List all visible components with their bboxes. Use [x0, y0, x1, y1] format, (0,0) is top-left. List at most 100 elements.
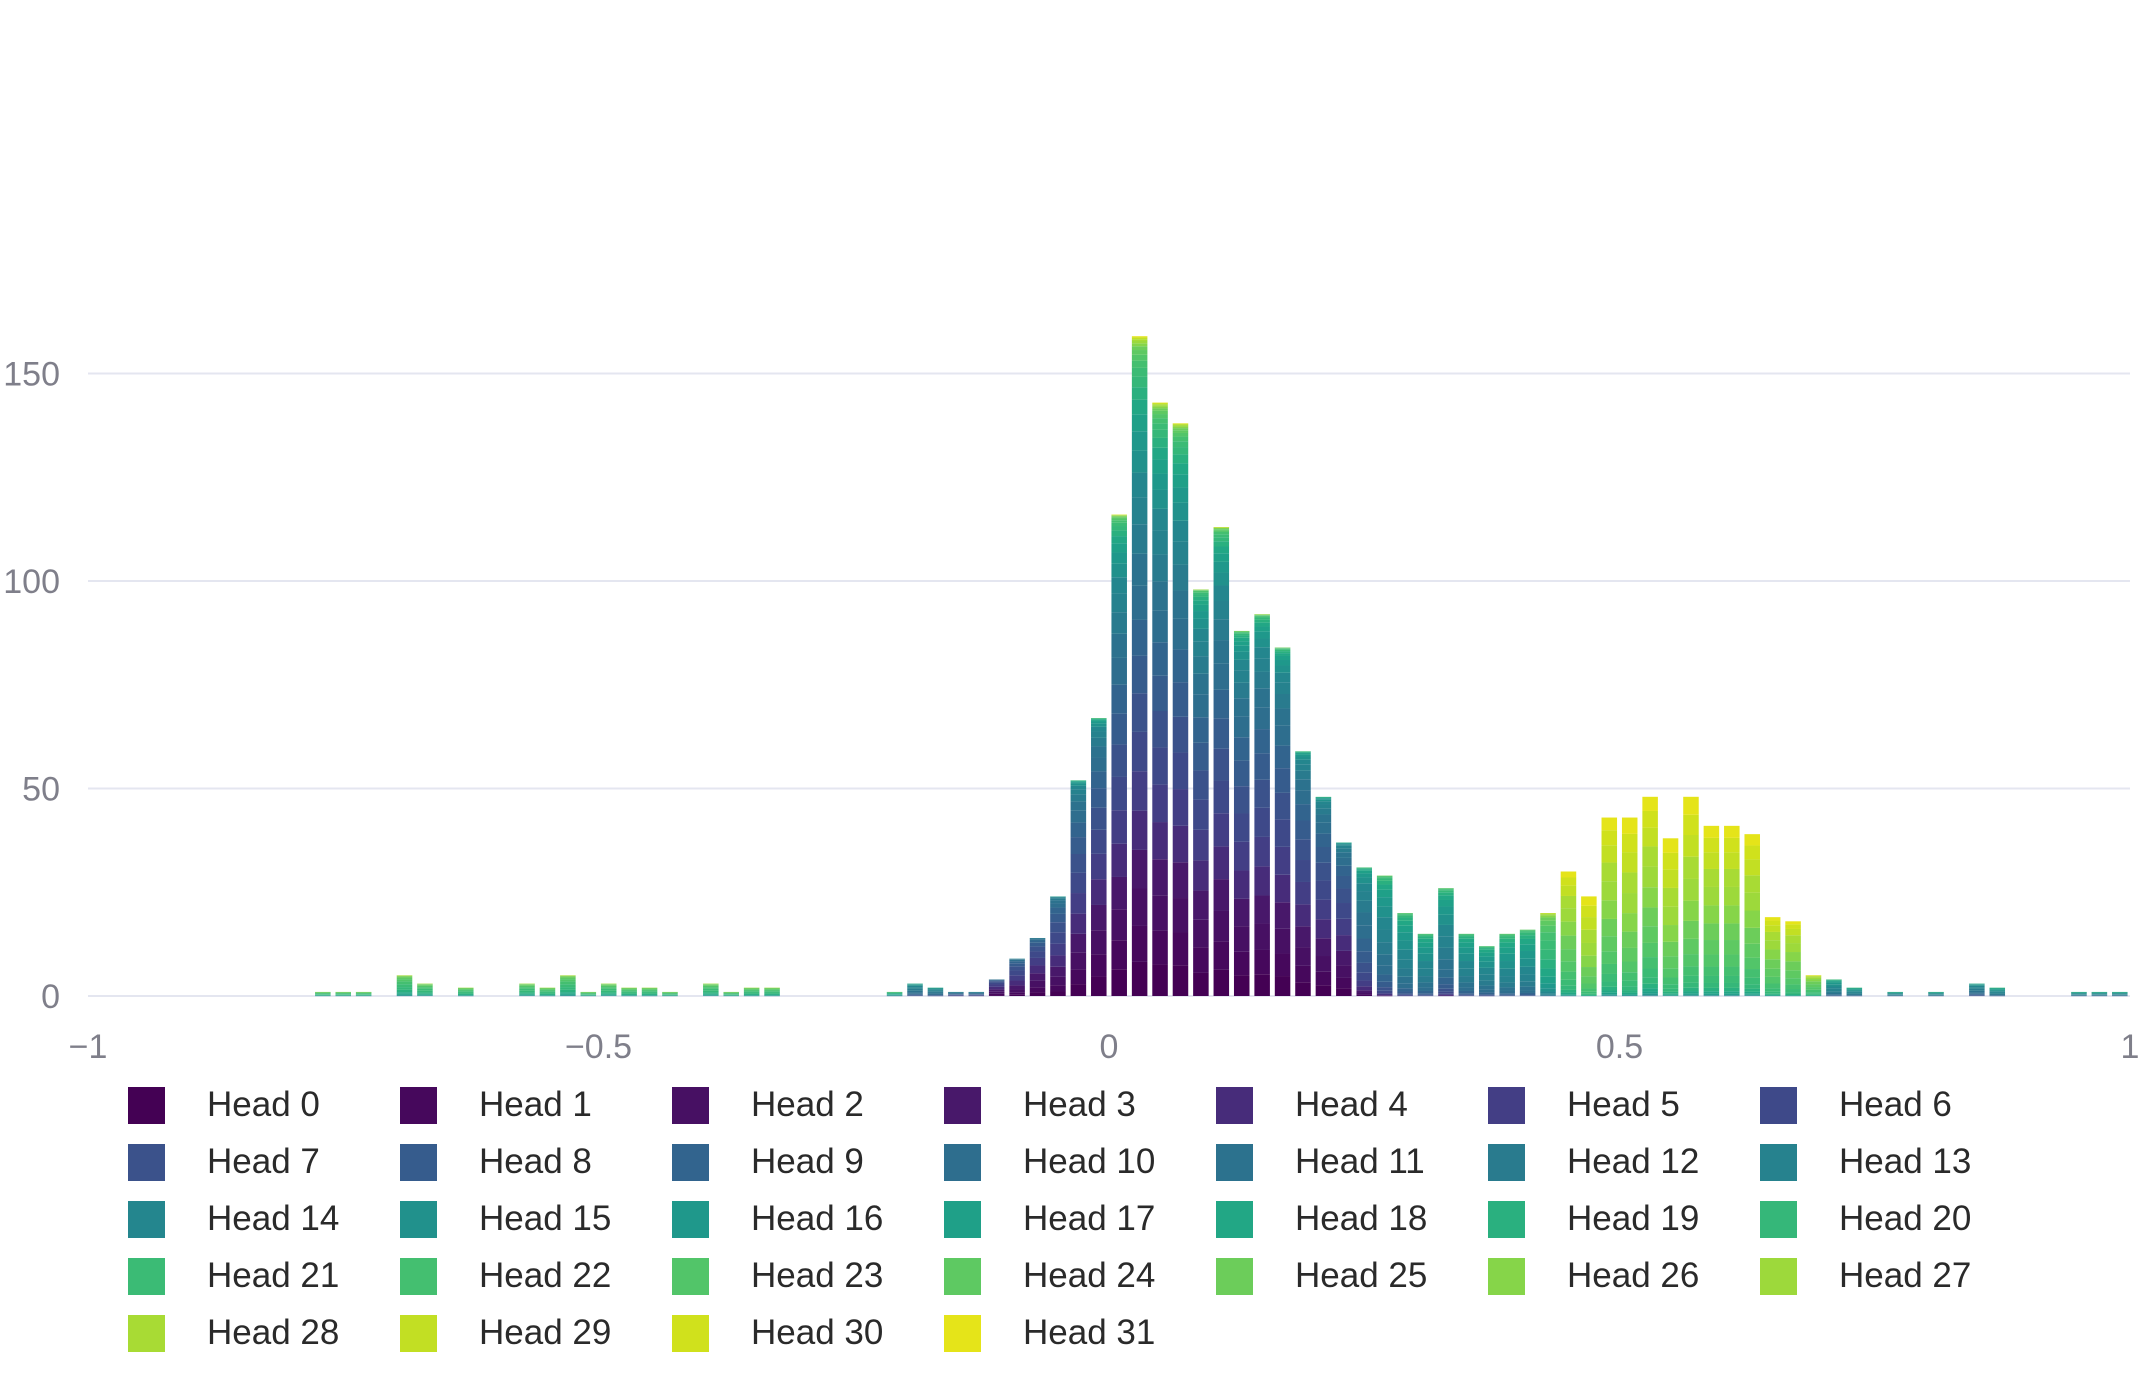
bar-segment-head-13 [1826, 988, 1842, 992]
y-tick-label: 100 [3, 563, 60, 601]
bar-segment-head-30 [1581, 905, 1597, 918]
bar-segment-head-0 [1029, 992, 1046, 996]
legend-item[interactable]: Head 8 [400, 1142, 592, 1182]
bar-segment-head-24 [1193, 590, 1209, 591]
bar-segment-head-25 [1213, 528, 1230, 530]
bar-segment-head-10 [1050, 903, 1066, 908]
legend-item[interactable]: Head 20 [1760, 1199, 1971, 1239]
bar-segment-head-22 [1581, 988, 1597, 992]
bar-segment-head-6 [1274, 819, 1291, 847]
bar-segment-head-15 [927, 988, 944, 990]
bar-segment-head-4 [1091, 879, 1107, 905]
bar-segment-head-22 [560, 981, 576, 985]
legend-label: Head 18 [1295, 1199, 1428, 1238]
bar-segment-head-20 [1458, 935, 1475, 937]
legend-item[interactable]: Head 14 [128, 1199, 339, 1239]
bar-segment-head-16 [1111, 552, 1127, 564]
bar-segment-head-17 [1724, 993, 1740, 995]
legend-item[interactable]: Head 24 [944, 1256, 1155, 1296]
bar-segment-head-9 [968, 993, 985, 995]
bar-segment-head-2 [1213, 910, 1230, 942]
legend-item[interactable]: Head 22 [400, 1256, 611, 1296]
bar-segment-head-19 [1519, 935, 1536, 939]
bar-segment-head-9 [1519, 992, 1536, 995]
bar-segment-head-18 [1662, 993, 1679, 995]
legend-item[interactable]: Head 26 [1488, 1256, 1699, 1296]
bar-segment-head-1 [1336, 977, 1352, 989]
bar-segment-head-24 [743, 988, 760, 990]
bar-segment-head-25 [1805, 981, 1822, 985]
bar-segment-head-21 [1458, 934, 1475, 936]
legend-item[interactable]: Head 12 [1488, 1142, 1699, 1182]
bar-segment-head-29 [1744, 859, 1760, 876]
legend-item[interactable]: Head 29 [400, 1313, 611, 1353]
bar-segment-head-12 [1315, 808, 1332, 815]
legend-item[interactable]: Head 18 [1216, 1199, 1427, 1239]
legend-item[interactable]: Head 16 [672, 1199, 883, 1239]
legend-item[interactable]: Head 4 [1216, 1085, 1408, 1125]
bar-segment-head-14 [1111, 577, 1127, 594]
legend-item[interactable]: Head 13 [1760, 1142, 1971, 1182]
bar-segment-head-9 [1479, 992, 1495, 995]
bar-segment-head-4 [1050, 955, 1066, 967]
legend-item[interactable]: Head 30 [672, 1313, 883, 1353]
bar-segment-head-5 [1091, 853, 1107, 880]
legend-item[interactable]: Head 28 [128, 1313, 339, 1353]
bar-segment-head-18 [1356, 869, 1373, 871]
legend-item[interactable]: Head 11 [1216, 1142, 1425, 1182]
legend-item[interactable]: Head 7 [128, 1142, 320, 1182]
legend-item[interactable]: Head 10 [944, 1142, 1155, 1182]
bar-segment-head-7 [1479, 995, 1495, 996]
bar-segment-head-4 [1438, 994, 1454, 996]
bar-segment-head-11 [1846, 994, 1863, 996]
legend-item[interactable]: Head 15 [400, 1199, 611, 1239]
bar-segment-head-12 [1397, 968, 1413, 977]
legend-item[interactable]: Head 17 [944, 1199, 1155, 1239]
bar-segment-head-16 [1091, 721, 1107, 724]
bar-segment-head-22 [458, 990, 474, 992]
bar-segment-head-18 [1213, 546, 1230, 554]
bar-segment-head-22 [621, 990, 637, 992]
legend-item[interactable]: Head 3 [944, 1085, 1136, 1125]
legend-item[interactable]: Head 6 [1760, 1085, 1952, 1125]
legend-item[interactable]: Head 5 [1488, 1085, 1680, 1125]
x-tick-label: 0 [1100, 1028, 1119, 1066]
bar-segment-head-2 [1070, 952, 1087, 970]
legend-item[interactable]: Head 21 [128, 1256, 339, 1296]
bar-segment-head-23 [1785, 978, 1801, 985]
legend-label: Head 19 [1567, 1199, 1700, 1238]
bar-segment-head-9 [1315, 833, 1332, 847]
legend-item[interactable]: Head 2 [672, 1085, 864, 1125]
legend-item[interactable]: Head 27 [1760, 1256, 1971, 1296]
bar-segment-head-17 [1274, 655, 1291, 661]
legend-item[interactable]: Head 9 [672, 1142, 864, 1182]
x-tick-label: −0.5 [565, 1028, 632, 1066]
legend-item[interactable]: Head 19 [1488, 1199, 1699, 1239]
legend-swatch [400, 1257, 437, 1295]
legend-item[interactable]: Head 23 [672, 1256, 883, 1296]
legend-item[interactable]: Head 31 [944, 1313, 1155, 1353]
legend-swatch [1760, 1143, 1797, 1181]
bar-segment-head-7 [1233, 786, 1250, 814]
bar-segment-head-20 [580, 994, 597, 995]
bar-segment-head-5 [1213, 813, 1230, 847]
bar-segment-head-14 [1070, 785, 1087, 790]
bar-segment-head-28 [1560, 895, 1577, 909]
bar-segment-head-10 [927, 993, 944, 995]
bar-segment-head-10 [1376, 965, 1393, 975]
bar-segment-head-26 [1724, 905, 1740, 924]
bar-segment-head-12 [1152, 554, 1168, 582]
legend-item[interactable]: Head 0 [128, 1085, 320, 1125]
bar-segment-head-12 [1295, 770, 1311, 780]
bar-segment-head-18 [1724, 991, 1740, 994]
legend-item[interactable]: Head 1 [400, 1085, 592, 1125]
bar-segment-head-15 [1397, 940, 1413, 950]
bar-segment-head-0 [1254, 974, 1270, 996]
bar-segment-head-19 [641, 993, 658, 995]
bar-segment-head-6 [988, 982, 1005, 985]
bar-segment-head-16 [1131, 431, 1148, 451]
bar-segment-head-26 [1764, 949, 1781, 960]
legend-item[interactable]: Head 25 [1216, 1256, 1427, 1296]
bar-segment-head-15 [1846, 990, 1863, 992]
bar-segment-head-3 [1009, 985, 1025, 990]
